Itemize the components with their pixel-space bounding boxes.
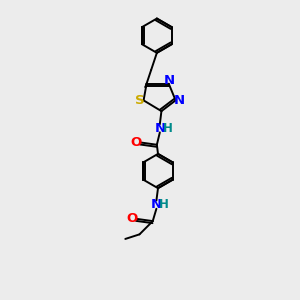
Text: N: N (174, 94, 185, 107)
Text: N: N (164, 74, 175, 88)
Text: O: O (131, 136, 142, 149)
Text: H: H (159, 198, 169, 211)
Text: O: O (127, 212, 138, 225)
Text: N: N (154, 122, 165, 135)
Text: H: H (163, 122, 172, 135)
Text: S: S (135, 94, 144, 107)
Text: N: N (151, 198, 162, 211)
